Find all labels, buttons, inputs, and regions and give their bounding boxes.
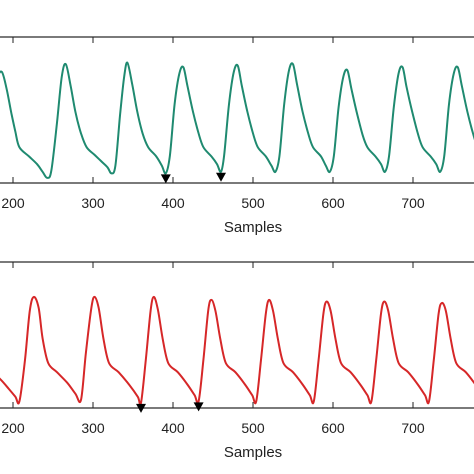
x-tick-label: 700 [401,195,425,211]
x-tick-label: 600 [321,420,345,436]
series-line [0,295,474,406]
x-tick-label: 500 [241,420,265,436]
x-tick-label: 600 [321,195,345,211]
x-tick-label: 400 [161,195,185,211]
top-panel: 200 300 400 500 600 700 Samples [0,36,474,236]
x-tick-label: 200 [1,420,25,436]
x-axis-label: Samples [224,444,282,461]
x-tick-label: 700 [401,420,425,436]
annotation-marker [193,402,204,412]
x-axis-label: Samples [224,219,282,236]
x-tick-label: 300 [81,420,105,436]
bottom-panel: 200 300 400 500 600 700 Samples [0,261,474,461]
x-tick-label: 400 [161,420,185,436]
annotation-marker [160,174,171,184]
plot-frame [0,36,474,184]
x-tick-label: 500 [241,195,265,211]
annotation-marker [216,172,226,182]
series-line [0,61,474,179]
x-tick-label: 200 [1,195,25,211]
x-tick-label: 300 [81,195,105,211]
annotation-marker [136,403,146,413]
